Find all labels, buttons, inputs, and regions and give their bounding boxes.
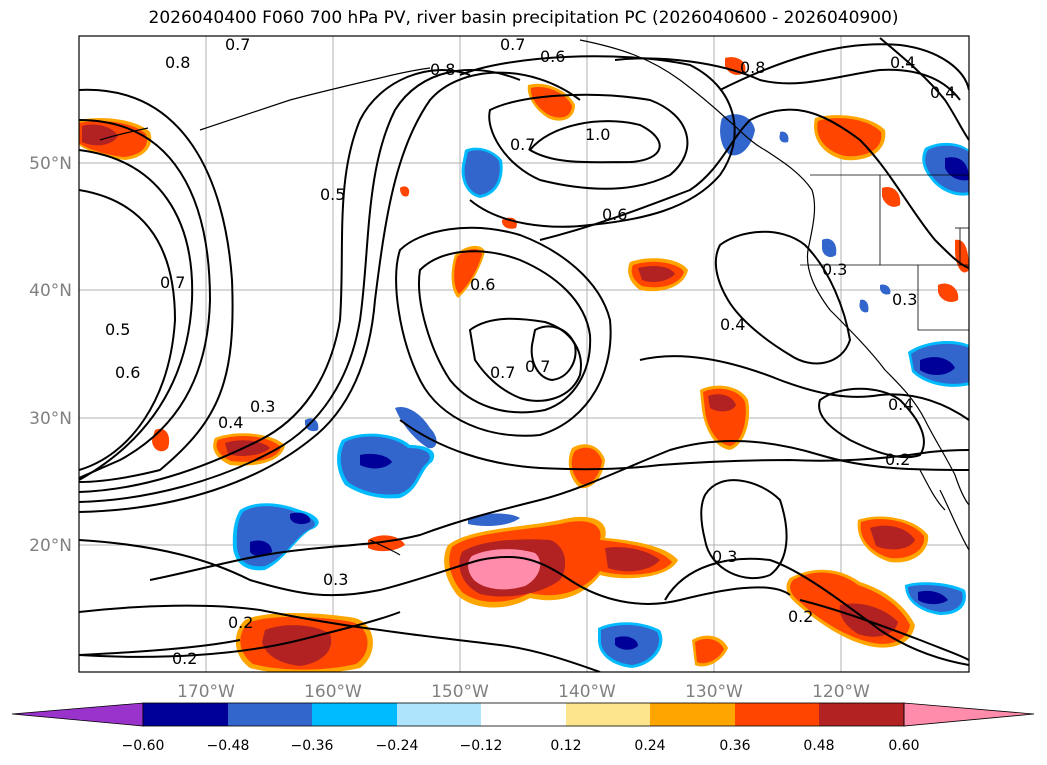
colorbar-segment xyxy=(566,703,650,726)
colorbar-tick-label: −0.24 xyxy=(376,738,419,754)
colorbar-tick-label: −0.60 xyxy=(122,738,165,754)
contour-label: 0.3 xyxy=(323,570,348,589)
colorbar-segment xyxy=(481,703,566,726)
colorbar-extend-min xyxy=(11,702,144,727)
contour-label: 0.3 xyxy=(822,260,847,279)
lat-label: 40°N xyxy=(29,281,72,301)
lat-label: 30°N xyxy=(29,409,72,429)
contour-label: 0.4 xyxy=(720,315,745,334)
contour-label: 0.2 xyxy=(788,607,813,626)
colorbar-tick-label: 0.24 xyxy=(634,738,665,754)
contour-label: 0.2 xyxy=(885,450,910,469)
lon-label: 170°W xyxy=(177,682,235,702)
contour-label: 0.6 xyxy=(540,47,565,66)
contour-label: 0.6 xyxy=(602,205,627,224)
latitude-labels: 50°N 40°N 30°N 20°N xyxy=(29,154,72,556)
precipitation-shading xyxy=(79,57,969,672)
colorbar-segment xyxy=(397,703,481,726)
contour-label: 0.5 xyxy=(105,320,130,339)
colorbar-segment xyxy=(735,703,819,726)
lon-label: 140°W xyxy=(558,682,616,702)
colorbar-outline xyxy=(142,702,905,727)
colorbar-tick-label: −0.36 xyxy=(291,738,334,754)
contour-label: 0.6 xyxy=(115,363,140,382)
contour-label: 0.3 xyxy=(892,290,917,309)
contour-label: 0.7 xyxy=(510,135,535,154)
colorbar-segment xyxy=(143,703,228,726)
map-frame xyxy=(78,35,970,673)
contour-label: 0.4 xyxy=(888,395,913,414)
lat-label: 50°N xyxy=(29,154,72,174)
contour-label: 0.2 xyxy=(172,649,197,668)
colorbar-extend-max xyxy=(903,702,1035,727)
contour-label: 0.3 xyxy=(712,547,737,566)
colorbar-segment xyxy=(312,703,397,726)
colorbar-segment xyxy=(228,703,312,726)
colorbar-tick-label: 0.36 xyxy=(719,738,750,754)
contour-label: 0.7 xyxy=(525,357,550,376)
contour-label: 0.2 xyxy=(228,613,253,632)
contour-label: 0.4 xyxy=(890,53,915,72)
contour-label: 0.5 xyxy=(320,185,345,204)
map-plot-area: 0.7 0.8 0.7 0.6 0.8 0.8 0.4 0.4 1.0 0.7 … xyxy=(79,35,969,672)
pv-contours xyxy=(79,37,969,672)
contour-label: 0.3 xyxy=(250,397,275,416)
colorbar-tick-label: −0.48 xyxy=(207,738,250,754)
lat-label: 20°N xyxy=(29,536,72,556)
contour-label: 0.7 xyxy=(500,35,525,54)
colorbar-tick-label: −0.12 xyxy=(460,738,503,754)
contour-label: 1.0 xyxy=(585,125,610,144)
colorbar-segment xyxy=(650,703,735,726)
colorbar-segment xyxy=(819,703,904,726)
map-title: 2026040400 F060 700 hPa PV, river basin … xyxy=(148,8,899,28)
contour-label: 0.7 xyxy=(160,273,185,292)
contour-label: 0.8 xyxy=(165,53,190,72)
colorbar-tick-label: 0.48 xyxy=(803,738,834,754)
contour-label: 0.7 xyxy=(490,363,515,382)
longitude-labels: 170°W 160°W 150°W 140°W 130°W 120°W xyxy=(177,682,870,702)
contour-label: 0.8 xyxy=(740,58,765,77)
colorbar: −0.60 −0.48 −0.36 −0.24 −0.12 0.12 0.24 … xyxy=(11,702,1035,754)
contour-labels: 0.7 0.8 0.7 0.6 0.8 0.8 0.4 0.4 1.0 0.7 … xyxy=(105,35,955,668)
contour-label: 0.4 xyxy=(930,83,955,102)
contour-label: 0.6 xyxy=(470,275,495,294)
lon-label: 150°W xyxy=(431,682,489,702)
colorbar-tick-label: 0.12 xyxy=(550,738,581,754)
lon-label: 130°W xyxy=(685,682,743,702)
contour-label: 0.4 xyxy=(218,413,243,432)
colorbar-ticks: −0.60 −0.48 −0.36 −0.24 −0.12 0.12 0.24 … xyxy=(122,738,920,754)
contour-label: 0.7 xyxy=(225,35,250,54)
coastlines xyxy=(99,39,969,556)
contour-label: 0.8 xyxy=(430,60,455,79)
lon-label: 160°W xyxy=(304,682,362,702)
lon-label: 120°W xyxy=(812,682,870,702)
colorbar-tick-label: 0.60 xyxy=(888,738,919,754)
